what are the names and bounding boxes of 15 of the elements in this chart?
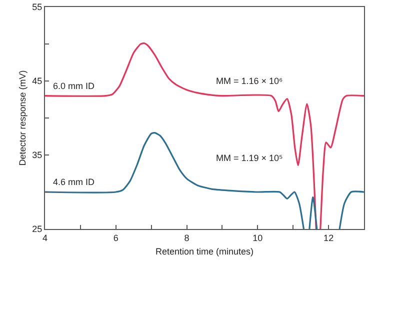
y-tick-label: 45 [32, 76, 42, 86]
y-tick-label: 25 [32, 224, 42, 234]
x-axis-title: Retention time (minutes) [155, 246, 254, 257]
annotation: MM = 1.19 × 10⁵ [216, 153, 284, 163]
y-tick-label: 55 [32, 2, 42, 12]
x-tick-label: 6 [113, 232, 118, 243]
x-tick-label: 4 [42, 232, 48, 243]
y-axis-title: Detector response (mV) [18, 70, 28, 166]
series-label: 6.0 mm ID [53, 81, 96, 91]
series-label: 4.6 mm ID [53, 177, 96, 187]
x-tick-label: 10 [252, 232, 263, 243]
x-tick-label: 12 [324, 232, 334, 243]
annotation: MM = 1.16 × 10⁶ [216, 76, 284, 86]
x-tick-label: 8 [184, 232, 190, 243]
y-tick-label: 35 [32, 150, 42, 160]
